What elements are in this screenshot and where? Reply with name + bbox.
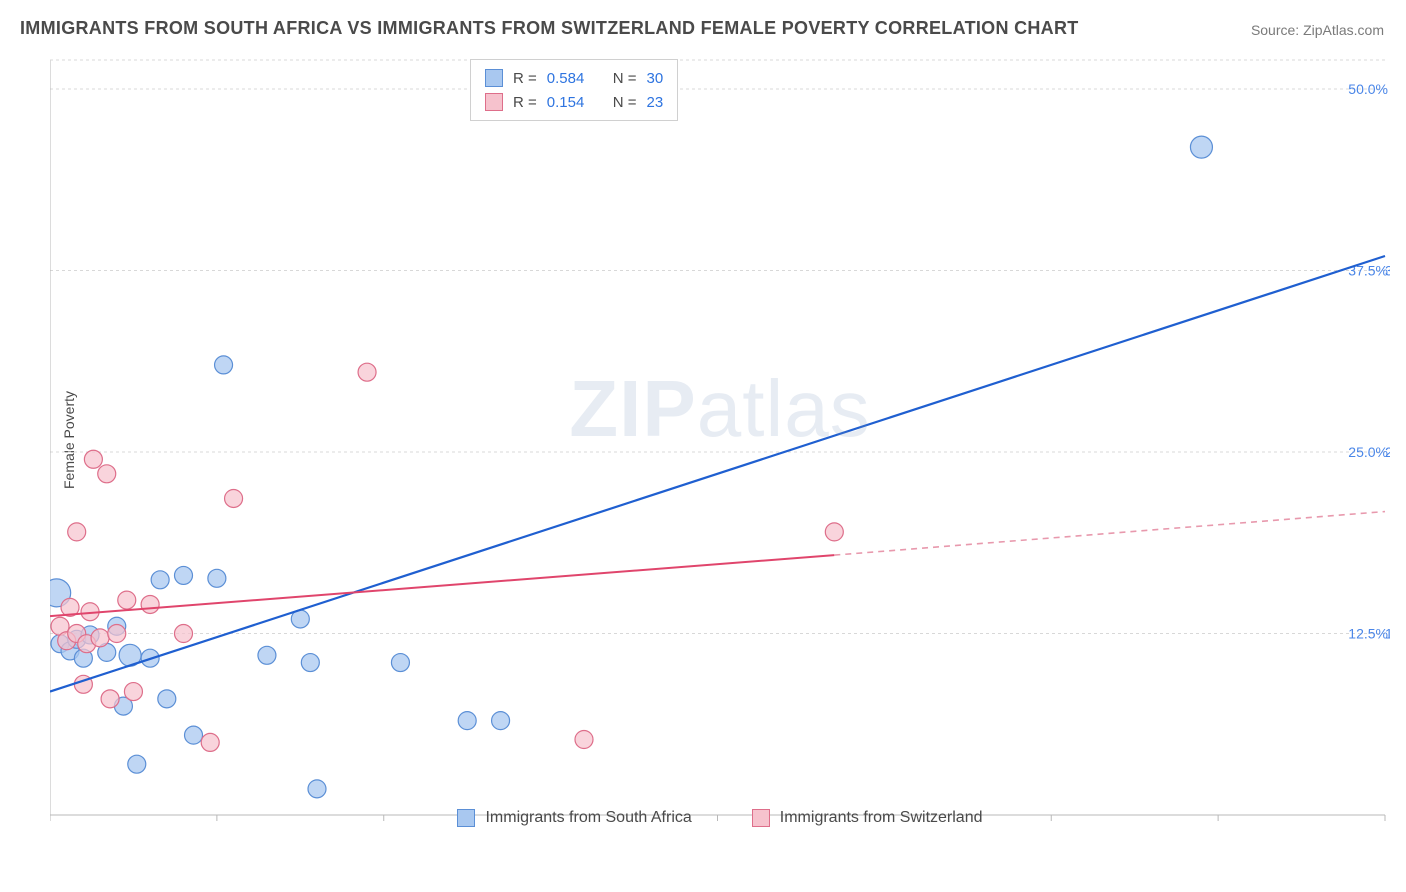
data-point (575, 731, 593, 749)
data-point (215, 356, 233, 374)
legend-r-label: R = (513, 94, 537, 111)
series-legend: Immigrants from South Africa Immigrants f… (50, 809, 1390, 827)
data-point (151, 571, 169, 589)
data-point (825, 523, 843, 541)
data-point (358, 363, 376, 381)
data-point (1190, 136, 1212, 158)
legend-n-value: 23 (647, 94, 664, 111)
legend-swatch (457, 809, 475, 827)
data-point (258, 646, 276, 664)
data-point (91, 629, 109, 647)
legend-swatch (485, 69, 503, 87)
data-point (84, 450, 102, 468)
data-point (492, 712, 510, 730)
data-point (175, 625, 193, 643)
legend-row: R = 0.584 N = 30 (485, 66, 663, 90)
correlation-legend: R = 0.584 N = 30 R = 0.154 N = 23 (470, 59, 678, 121)
data-point (308, 780, 326, 798)
series-legend-item: Immigrants from Switzerland (752, 809, 983, 827)
legend-r-label: R = (513, 70, 537, 87)
legend-swatch (752, 809, 770, 827)
data-point (391, 654, 409, 672)
data-point (201, 733, 219, 751)
data-point (175, 566, 193, 584)
legend-n-value: 30 (647, 70, 664, 87)
data-point (118, 591, 136, 609)
data-point (225, 489, 243, 507)
data-point (68, 523, 86, 541)
legend-n-label: N = (613, 70, 637, 87)
source-attribution: Source: ZipAtlas.com (1251, 22, 1384, 38)
series-legend-item: Immigrants from South Africa (457, 809, 691, 827)
data-point (141, 595, 159, 613)
regression-line (50, 256, 1385, 692)
chart-area: Female Poverty 12.5%25.0%37.5%12.5%25.0%… (50, 55, 1390, 825)
svg-text:50.0%: 50.0% (1348, 81, 1388, 97)
data-point (128, 755, 146, 773)
svg-text:12.5%: 12.5% (1348, 626, 1388, 642)
regression-line-extend (834, 512, 1385, 556)
series-legend-label: Immigrants from South Africa (485, 809, 691, 827)
legend-row: R = 0.154 N = 23 (485, 90, 663, 114)
data-point (185, 726, 203, 744)
data-point (124, 683, 142, 701)
data-point (301, 654, 319, 672)
data-point (208, 569, 226, 587)
series-legend-label: Immigrants from Switzerland (780, 809, 983, 827)
data-point (108, 625, 126, 643)
data-point (98, 465, 116, 483)
data-point (101, 690, 119, 708)
legend-r-value: 0.154 (547, 94, 603, 111)
legend-n-label: N = (613, 94, 637, 111)
chart-title: IMMIGRANTS FROM SOUTH AFRICA VS IMMIGRAN… (20, 18, 1079, 39)
svg-text:25.0%: 25.0% (1348, 444, 1388, 460)
scatter-plot: 12.5%25.0%37.5%12.5%25.0%37.5%50.0%0.0%4… (50, 55, 1390, 825)
data-point (458, 712, 476, 730)
data-point (158, 690, 176, 708)
legend-r-value: 0.584 (547, 70, 603, 87)
legend-swatch (485, 93, 503, 111)
